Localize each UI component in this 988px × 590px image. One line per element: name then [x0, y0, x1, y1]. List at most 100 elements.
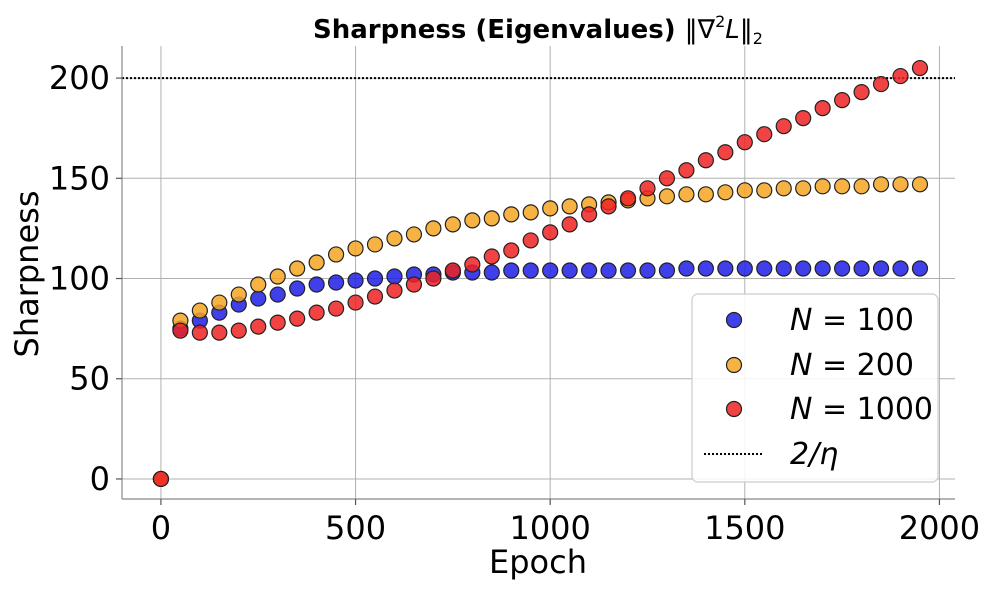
data-point	[678, 186, 695, 203]
data-point	[581, 262, 598, 279]
legend-label-text: N =	[790, 348, 857, 383]
data-point	[561, 262, 578, 279]
x-tick-label: 500	[325, 509, 386, 547]
data-point	[892, 176, 909, 193]
data-point	[697, 260, 714, 277]
data-point	[911, 176, 929, 193]
data-point	[464, 256, 481, 273]
data-point	[191, 302, 208, 319]
data-point	[347, 294, 364, 311]
data-point	[678, 162, 695, 179]
y-tick-label: 200	[49, 59, 110, 97]
data-point	[775, 180, 792, 197]
data-point	[619, 262, 637, 279]
data-point	[814, 100, 831, 117]
data-point	[600, 198, 617, 215]
data-point	[736, 260, 753, 277]
axes	[121, 46, 955, 500]
data-point	[892, 67, 909, 85]
data-point	[386, 230, 403, 247]
data-point	[834, 92, 851, 109]
data-point	[191, 324, 208, 341]
data-point	[756, 126, 773, 143]
data-point	[522, 232, 539, 249]
data-point	[503, 242, 520, 259]
legend-marker	[725, 400, 743, 418]
data-point	[814, 260, 831, 277]
data-point	[230, 322, 247, 339]
title-main: Sharpness (Eigenvalues)	[313, 15, 685, 45]
legend-label-number: 200	[857, 348, 914, 383]
data-point	[444, 262, 461, 279]
data-point	[522, 262, 539, 279]
tick-labels: 0 500 1000 1500 2000 0 50 100 150 200	[49, 59, 980, 547]
legend-marker	[725, 356, 743, 374]
data-point	[405, 276, 423, 293]
x-tick-label: 0	[151, 509, 171, 547]
data-point	[600, 262, 617, 279]
legend-label-number: 100	[857, 303, 914, 338]
data-point	[308, 304, 325, 321]
legend-label: 2/η	[790, 437, 838, 472]
grid-lines	[122, 46, 955, 499]
data-point	[561, 198, 578, 215]
legend-marker	[725, 311, 743, 329]
chart-title: Sharpness (Eigenvalues) ‖∇2L‖2	[313, 12, 763, 48]
legend-label-text: N =	[790, 392, 857, 427]
title-subscript: 2	[753, 29, 763, 48]
data-point	[911, 59, 929, 77]
data-point	[658, 170, 676, 187]
data-point	[795, 110, 812, 127]
data-point	[289, 260, 306, 277]
y-tick-label: 100	[49, 260, 110, 298]
data-point	[619, 190, 637, 207]
legend-label-text: 2/η	[790, 437, 838, 472]
data-point	[308, 276, 325, 293]
legend-label: N = 200	[790, 348, 914, 383]
y-axis-label: Sharpness	[8, 191, 46, 358]
data-point	[444, 216, 461, 233]
data-point	[717, 184, 734, 201]
title-math-close: L‖	[725, 15, 753, 45]
title-math-open: ‖∇	[685, 15, 716, 45]
data-point	[756, 260, 773, 277]
data-point	[405, 226, 423, 243]
data-point	[211, 294, 228, 311]
data-point	[697, 186, 714, 203]
data-point	[425, 220, 442, 237]
data-point	[230, 286, 247, 303]
data-point	[834, 260, 851, 277]
data-point	[561, 216, 578, 233]
data-point	[872, 176, 890, 193]
data-point	[639, 180, 656, 197]
data-point	[386, 282, 403, 299]
data-point	[853, 84, 870, 101]
data-point	[289, 280, 306, 297]
data-point	[172, 322, 189, 339]
data-point	[250, 290, 267, 307]
legend-label: N = 1000	[790, 392, 933, 427]
data-point	[678, 260, 695, 277]
legend-label-number: 1000	[857, 392, 933, 427]
data-point	[366, 288, 384, 305]
data-point	[639, 262, 656, 279]
data-point	[522, 204, 539, 221]
x-tick-label: 1000	[509, 509, 590, 547]
data-point	[152, 470, 170, 488]
x-tick-label: 2000	[899, 509, 980, 547]
data-point	[775, 260, 792, 277]
data-point	[366, 270, 384, 287]
data-point	[347, 272, 364, 289]
data-point	[483, 210, 500, 227]
data-point	[697, 152, 714, 169]
data-point	[464, 212, 481, 229]
data-point	[483, 248, 500, 265]
data-point	[775, 118, 792, 135]
legend-label-text: N =	[790, 303, 857, 338]
data-points	[152, 59, 929, 488]
y-tick-label: 50	[69, 360, 110, 398]
data-point	[892, 260, 909, 277]
data-point	[872, 260, 890, 277]
data-point	[853, 178, 870, 195]
